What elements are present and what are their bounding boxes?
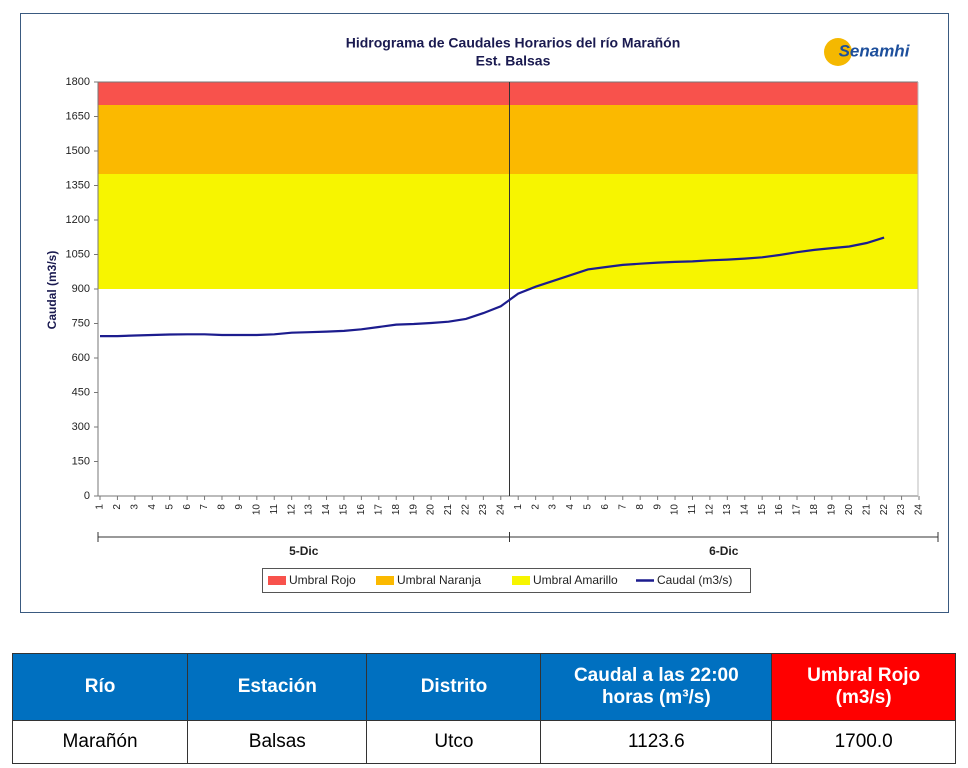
x-tick-label: 15	[339, 504, 350, 516]
chart-subtitle: Est. Balsas	[476, 53, 551, 69]
legend-label: Umbral Amarillo	[533, 573, 618, 587]
x-tick-label: 21	[861, 504, 872, 516]
x-tick-label: 2	[530, 504, 541, 510]
summary-table: Río Estación Distrito Caudal a las 22:00 ho…	[11, 653, 956, 764]
x-tick-label: 22	[879, 504, 890, 516]
x-tick-label: 13	[722, 504, 733, 516]
x-tick-label: 14	[739, 504, 750, 516]
table-cell: Marañón	[11, 720, 189, 764]
chart-title: Hidrograma de Caudales Horarios del río …	[346, 35, 681, 51]
y-tick-label: 1350	[66, 179, 90, 191]
x-tick-label: 10	[670, 504, 681, 516]
x-tick-label: 7	[199, 504, 210, 510]
x-tick-label: 23	[896, 504, 907, 516]
x-tick-label: 7	[617, 504, 628, 510]
threshold-band	[98, 174, 918, 289]
y-tick-label: 1650	[66, 110, 90, 122]
x-tick-label: 22	[461, 504, 472, 516]
x-tick-label: 12	[286, 504, 297, 516]
legend-label: Umbral Naranja	[397, 573, 481, 587]
y-tick-label: 1800	[66, 76, 90, 88]
x-tick-label: 16	[774, 504, 785, 516]
x-tick-label: 24	[914, 504, 925, 516]
x-tick-label: 15	[757, 504, 768, 516]
legend: Umbral Rojo Umbral Naranja Umbral Amarillo…	[262, 568, 751, 593]
group-label: 6-Dic	[709, 544, 739, 558]
table-header-cell: Umbral Rojo (m3/s)	[771, 653, 956, 721]
table-header-cell: Río	[11, 653, 189, 721]
x-tick-label: 5	[164, 504, 175, 510]
y-tick-label: 450	[72, 386, 90, 398]
x-tick-label: 23	[478, 504, 489, 516]
x-tick-label: 12	[705, 504, 716, 516]
table-cell: 1700.0	[771, 720, 956, 764]
logo-sun	[824, 38, 852, 66]
x-tick-label: 3	[129, 504, 140, 510]
x-tick-label: 20	[426, 504, 437, 516]
y-axis-label: Caudal (m3/s)	[45, 251, 59, 330]
series-line	[100, 236, 885, 338]
legend-label: Caudal (m3/s)	[657, 573, 732, 587]
y-tick-label: 1050	[66, 248, 90, 260]
y-tick-label: 150	[72, 455, 90, 467]
table-row: Marañón Balsas Utco 1123.6 1700.0	[11, 720, 956, 764]
x-tick-label: 14	[321, 504, 332, 516]
legend-swatch	[512, 576, 530, 585]
x-tick-label: 20	[844, 504, 855, 516]
legend-label: Umbral Rojo	[289, 573, 356, 587]
x-tick-label: 2	[112, 504, 123, 510]
x-tick-label: 8	[217, 504, 228, 510]
x-tick-label: 17	[792, 504, 803, 516]
table-header-cell: Distrito	[366, 653, 542, 721]
group-label: 5-Dic	[289, 544, 319, 558]
x-tick-label: 13	[304, 504, 315, 516]
x-tick-label: 1	[95, 504, 106, 510]
x-tick-label: 11	[269, 504, 280, 515]
x-tick-label: 4	[147, 504, 158, 510]
table-header-cell: Caudal a las 22:00 horas (m³/s)	[540, 653, 773, 721]
x-tick-label: 9	[652, 504, 663, 510]
x-tick-label: 21	[443, 504, 454, 516]
threshold-band	[98, 82, 918, 105]
x-tick-label: 8	[635, 504, 646, 510]
x-tick-label: 24	[495, 504, 506, 516]
chart: Hidrograma de Caudales Horarios del río …	[20, 13, 949, 613]
x-tick-label: 4	[565, 504, 576, 510]
table-cell: Balsas	[187, 720, 368, 764]
y-tick-label: 1200	[66, 214, 90, 226]
logo-text: Senamhi	[839, 41, 911, 60]
x-tick-label: 19	[408, 504, 419, 516]
x-tick-label: 17	[373, 504, 384, 516]
x-tick-label: 6	[182, 504, 193, 510]
y-tick-label: 750	[72, 317, 90, 329]
x-tick-label: 1	[513, 504, 524, 510]
x-tick-label: 11	[687, 504, 698, 515]
x-tick-label: 18	[809, 504, 820, 516]
x-tick-label: 3	[548, 504, 559, 510]
legend-swatch	[268, 576, 286, 585]
table-header-cell: Estación	[187, 653, 368, 721]
x-tick-label: 18	[391, 504, 402, 516]
y-tick-label: 600	[72, 352, 90, 364]
y-tick-label: 900	[72, 283, 90, 295]
x-tick-label: 19	[827, 504, 838, 516]
x-tick-label: 16	[356, 504, 367, 516]
threshold-band	[98, 105, 918, 174]
x-tick-label: 6	[600, 504, 611, 510]
x-tick-label: 10	[251, 504, 262, 516]
logo: Senamhi	[824, 38, 911, 66]
legend-swatch	[376, 576, 394, 585]
legend-box	[262, 568, 751, 593]
x-tick-label: 5	[583, 504, 594, 510]
table-cell: 1123.6	[540, 720, 773, 764]
table-cell: Utco	[366, 720, 542, 764]
y-tick-label: 1500	[66, 145, 90, 157]
y-tick-label: 0	[84, 490, 90, 502]
y-tick-label: 300	[72, 421, 90, 433]
x-tick-label: 9	[234, 504, 245, 510]
